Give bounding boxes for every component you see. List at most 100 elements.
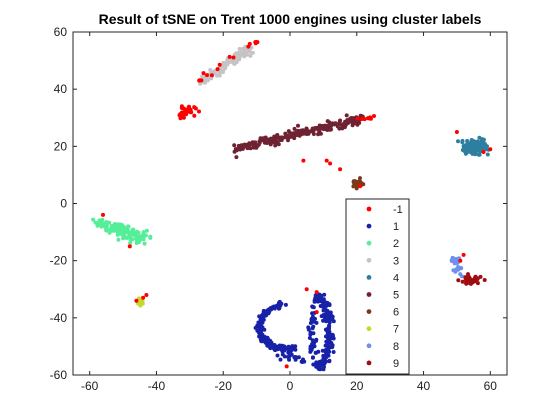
data-point	[372, 114, 376, 118]
data-point	[129, 232, 134, 237]
data-point	[324, 354, 329, 359]
data-point	[220, 70, 225, 75]
x-tick-label: -20	[215, 379, 233, 393]
data-point	[368, 115, 373, 120]
data-point	[317, 296, 322, 300]
data-point	[308, 321, 313, 325]
data-point	[343, 122, 348, 127]
data-point	[148, 235, 153, 240]
data-point	[283, 302, 288, 307]
data-point	[234, 155, 239, 160]
data-point	[482, 142, 487, 147]
data-point	[323, 301, 328, 306]
data-point	[330, 343, 335, 348]
legend-marker	[366, 223, 372, 229]
data-point	[275, 353, 280, 358]
data-point	[474, 279, 479, 284]
data-point	[327, 336, 332, 341]
data-point	[277, 306, 282, 311]
data-point	[284, 364, 289, 369]
data-point	[314, 290, 319, 295]
legend-label: 3	[393, 255, 399, 267]
data-point	[137, 296, 141, 301]
data-points	[91, 40, 493, 372]
data-point	[314, 337, 319, 342]
y-tick-label: -20	[50, 254, 68, 268]
data-point	[180, 112, 185, 117]
data-point	[260, 332, 265, 337]
data-point	[245, 146, 250, 151]
legend-marker	[366, 326, 372, 332]
data-point	[201, 71, 206, 76]
axis-ticks: -60 -40 -20 0 20 40 60 -60 -40 -20 0 20 40 60	[50, 25, 507, 393]
legend-label: 2	[393, 238, 399, 250]
data-point	[134, 298, 139, 303]
data-point	[358, 176, 362, 181]
data-point	[102, 223, 107, 228]
data-point	[458, 258, 463, 263]
data-point	[243, 45, 248, 50]
data-point	[324, 309, 329, 314]
data-point	[301, 357, 305, 362]
data-point	[456, 278, 461, 283]
data-point	[250, 50, 255, 55]
data-point	[301, 128, 306, 133]
data-point	[187, 109, 192, 114]
legend-marker	[366, 309, 372, 314]
data-point	[306, 327, 311, 332]
data-point	[470, 279, 475, 283]
data-point	[260, 327, 265, 332]
data-point	[297, 133, 302, 138]
data-point	[324, 158, 329, 163]
data-point	[321, 318, 326, 323]
data-point	[331, 335, 336, 340]
data-point	[280, 136, 284, 141]
data-point	[91, 217, 96, 222]
data-point	[349, 120, 354, 125]
data-point	[311, 355, 315, 360]
data-point	[465, 139, 470, 144]
legend-marker	[366, 240, 372, 246]
x-tick-label: 0	[287, 379, 294, 393]
data-point	[207, 76, 212, 80]
data-point	[141, 295, 146, 300]
data-point	[290, 344, 295, 349]
data-point	[477, 135, 482, 140]
data-point	[232, 61, 237, 66]
data-point	[217, 62, 222, 67]
data-point	[456, 139, 460, 144]
x-tick-label: 20	[350, 379, 364, 393]
data-point	[200, 74, 205, 79]
data-point	[351, 184, 356, 189]
data-point	[205, 73, 209, 78]
legend-label: -1	[393, 204, 403, 216]
data-point	[459, 274, 464, 279]
data-point	[301, 158, 306, 163]
data-point	[264, 341, 269, 345]
data-point	[311, 132, 316, 136]
data-point	[127, 244, 132, 249]
data-point	[304, 126, 309, 131]
data-point	[215, 67, 220, 72]
legend-marker	[366, 206, 372, 212]
data-point	[143, 233, 148, 238]
data-point	[227, 54, 232, 59]
data-point	[344, 113, 349, 118]
data-point	[488, 147, 493, 152]
data-point	[469, 138, 474, 142]
data-point	[327, 324, 332, 329]
series-5	[232, 113, 365, 160]
data-point	[358, 184, 363, 189]
data-point	[326, 314, 331, 319]
data-point	[296, 123, 300, 128]
series-4	[456, 135, 491, 157]
data-point	[461, 145, 466, 150]
data-point	[316, 132, 321, 137]
data-point	[304, 287, 309, 292]
data-point	[273, 347, 278, 352]
data-point	[362, 117, 367, 122]
series-1	[253, 292, 336, 372]
data-point	[270, 343, 275, 348]
data-point	[460, 279, 465, 284]
data-point	[217, 73, 222, 78]
